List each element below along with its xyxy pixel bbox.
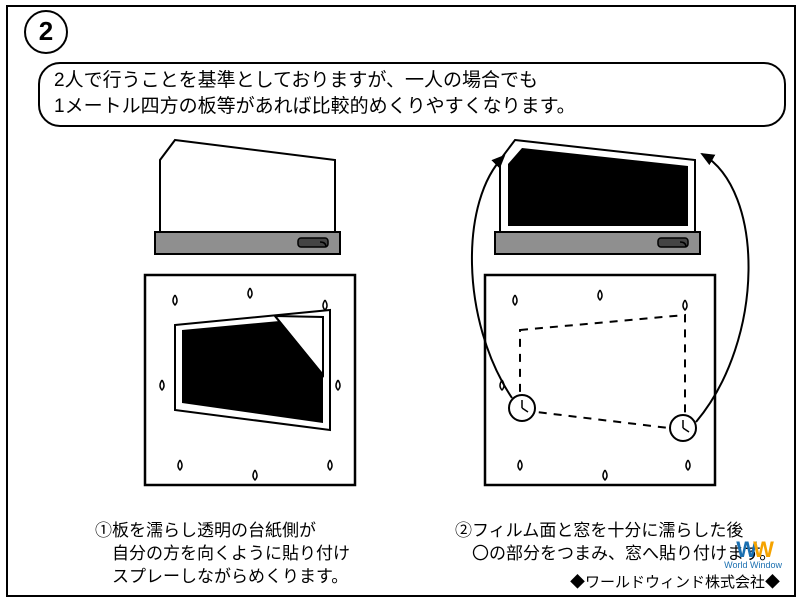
diagram-panels: [0, 130, 800, 520]
car-window-right: [495, 140, 700, 254]
brand-logo: WW World Window: [724, 539, 782, 570]
panel-right: [420, 130, 760, 515]
film-on-board: [175, 310, 330, 430]
tip-text: 2人で行うことを基準としておりますが、一人の場合でも 1メートル四方の板等があれ…: [54, 70, 576, 117]
panel-right-svg: [420, 130, 800, 510]
panel-left: [80, 130, 420, 515]
board-right: [485, 275, 715, 485]
car-window-left: [155, 140, 340, 254]
caption-left: ①板を濡らし透明の台紙側が 自分の方を向くように貼り付け スプレーしながらめくり…: [95, 520, 350, 589]
logo-ww: WW: [724, 539, 782, 561]
logo-subtext: World Window: [724, 561, 782, 570]
step-number-badge: 2: [24, 10, 68, 54]
panel-left-svg: [80, 130, 420, 510]
footer-text: ◆ワールドウィンド株式会社◆: [570, 571, 780, 592]
tip-box: 2人で行うことを基準としておりますが、一人の場合でも 1メートル四方の板等があれ…: [38, 62, 786, 127]
